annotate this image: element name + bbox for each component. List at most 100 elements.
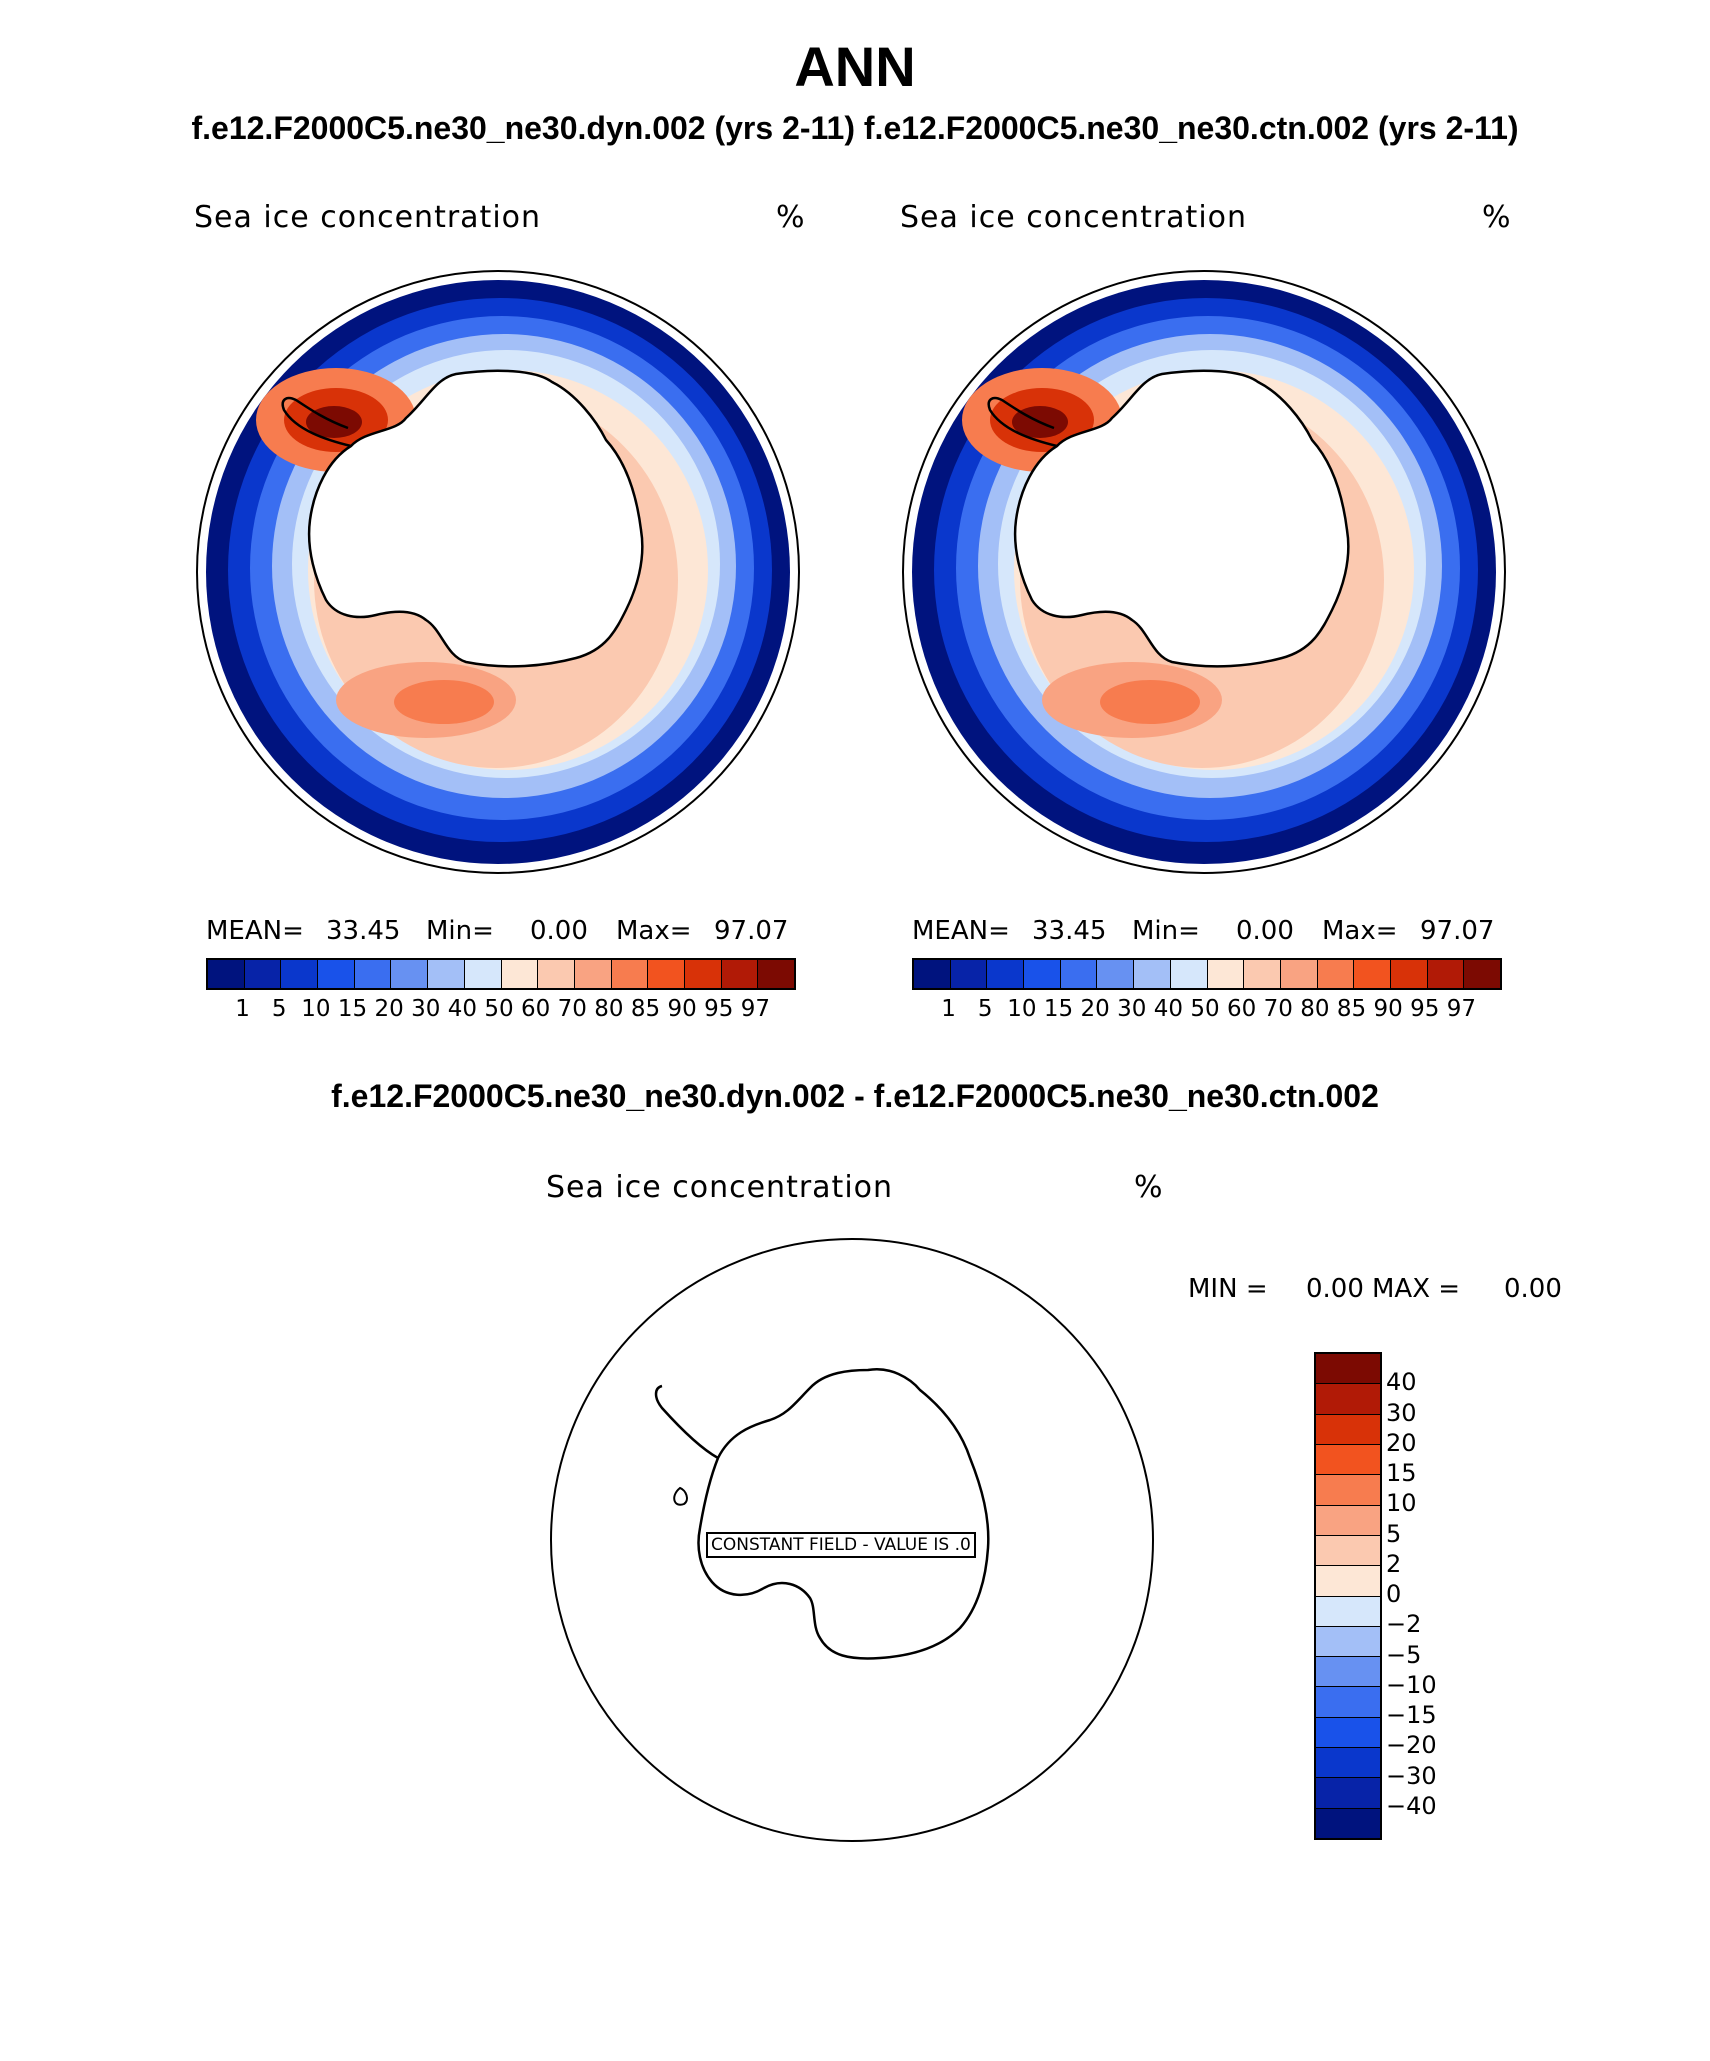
colorbar-tick-label: 20	[1080, 996, 1110, 1022]
diff-colorbar-swatch	[1316, 1535, 1380, 1567]
colorbar-swatch	[1244, 960, 1281, 988]
diff-colorbar-tick-label: 40	[1386, 1368, 1417, 1397]
panel1-peninsula	[281, 396, 352, 448]
colorbar-tick-label: 40	[1153, 996, 1184, 1022]
panel2-units-label: %	[1482, 200, 1512, 235]
panel1-map-boundary	[196, 270, 800, 874]
colorbar-tick-label: 85	[630, 996, 661, 1022]
colorbar-swatch	[244, 960, 282, 988]
panel2-min-label: Min=	[1132, 916, 1200, 946]
panel2-mean-value: 33.45	[1032, 916, 1107, 946]
panel1-units-label: %	[776, 200, 806, 235]
diff-max-label: MAX =	[1372, 1274, 1461, 1304]
panel2-max-label: Max=	[1322, 916, 1398, 946]
colorbar-swatch	[1280, 960, 1318, 988]
figure-subtitle: f.e12.F2000C5.ne30_ne30.dyn.002 (yrs 2-1…	[191, 110, 1519, 146]
panel2-colorbar	[912, 958, 1502, 990]
colorbar-swatch	[1170, 960, 1208, 988]
diff-units-label: %	[1134, 1170, 1164, 1205]
diff-colorbar-swatch	[1316, 1808, 1380, 1838]
colorbar-swatch	[611, 960, 649, 988]
colorbar-swatch	[1354, 960, 1391, 988]
colorbar-swatch	[1464, 960, 1500, 988]
colorbar-swatch	[758, 960, 794, 988]
panel1-min-value: 0.00	[530, 916, 588, 946]
panel1-min-label: Min=	[426, 916, 494, 946]
colorbar-swatch	[354, 960, 392, 988]
colorbar-tick-label: 97	[740, 996, 771, 1022]
colorbar-tick-label: 10	[1007, 996, 1037, 1022]
diff-colorbar-swatch	[1316, 1748, 1380, 1779]
colorbar-tick-label: 60	[520, 996, 551, 1022]
colorbar-tick-label: 70	[1263, 996, 1293, 1022]
diff-colorbar-tick-label: 5	[1386, 1519, 1402, 1548]
colorbar-tick-label: 80	[594, 996, 624, 1022]
diff-min-label: MIN =	[1188, 1274, 1268, 1304]
colorbar-swatch	[208, 960, 245, 988]
diff-colorbar-tick-label: 30	[1386, 1398, 1417, 1427]
diff-colorbar-swatch	[1316, 1414, 1380, 1445]
panel2-map	[902, 270, 1506, 874]
colorbar-tick-label: 1	[941, 996, 956, 1022]
diff-colorbar-tick-label: −15	[1386, 1701, 1437, 1729]
colorbar-tick-label: 50	[484, 996, 514, 1022]
diff-colorbar-swatch	[1316, 1505, 1380, 1536]
colorbar-swatch	[950, 960, 988, 988]
colorbar-swatch	[1024, 960, 1061, 988]
colorbar-tick-label: 60	[1226, 996, 1257, 1022]
difference-title: f.e12.F2000C5.ne30_ne30.dyn.002 - f.e12.…	[331, 1078, 1379, 1114]
colorbar-swatch	[318, 960, 355, 988]
colorbar-swatch	[648, 960, 685, 988]
diff-antarctica	[697, 1367, 990, 1660]
diff-colorbar-tick-label: 10	[1386, 1489, 1417, 1518]
colorbar-swatch	[684, 960, 722, 988]
diff-colorbar-tick-label: 2	[1386, 1549, 1402, 1578]
panel1-mean-value: 33.45	[326, 916, 401, 946]
colorbar-swatch	[501, 960, 539, 988]
colorbar-tick-label: 97	[1446, 996, 1477, 1022]
colorbar-swatch	[391, 960, 429, 988]
colorbar-tick-label: 90	[667, 996, 697, 1022]
colorbar-swatch	[1060, 960, 1098, 988]
panel1-map	[196, 270, 800, 874]
colorbar-tick-label: 50	[1190, 996, 1220, 1022]
colorbar-swatch	[721, 960, 759, 988]
diff-colorbar-swatch	[1316, 1596, 1380, 1627]
diff-coast-detail	[673, 1486, 688, 1506]
colorbar-tick-label: 30	[1117, 996, 1147, 1022]
diff-colorbar-swatch	[1316, 1354, 1380, 1385]
colorbar-tick-label: 80	[1300, 996, 1330, 1022]
colorbar-tick-label: 1	[235, 996, 250, 1022]
colorbar-swatch	[538, 960, 575, 988]
panel2-ross-max	[1100, 680, 1200, 724]
colorbar-swatch	[1097, 960, 1135, 988]
colorbar-swatch	[1390, 960, 1428, 988]
panel1-max-label: Max=	[616, 916, 692, 946]
diff-colorbar-swatch	[1316, 1566, 1380, 1597]
colorbar-swatch	[281, 960, 319, 988]
diff-colorbar-tick-label: −2	[1386, 1610, 1422, 1639]
colorbar-tick-label: 20	[374, 996, 404, 1022]
panel1-variable-label: Sea ice concentration	[194, 200, 542, 235]
colorbar-swatch	[428, 960, 465, 988]
panel2-map-boundary	[902, 270, 1506, 874]
colorbar-tick-label: 15	[337, 996, 368, 1022]
panel1-colorbar	[206, 958, 796, 990]
panel2-min-value: 0.00	[1236, 916, 1294, 946]
panel2-variable-label: Sea ice concentration	[900, 200, 1248, 235]
colorbar-swatch	[1427, 960, 1465, 988]
diff-colorbar-swatch	[1316, 1626, 1380, 1658]
colorbar-tick-label: 15	[1043, 996, 1074, 1022]
colorbar-swatch	[1134, 960, 1171, 988]
colorbar-tick-label: 70	[557, 996, 587, 1022]
colorbar-swatch	[574, 960, 612, 988]
panel1-mean-label: MEAN=	[206, 916, 304, 946]
diff-colorbar-tick-label: 0	[1386, 1580, 1402, 1608]
colorbar-swatch	[1317, 960, 1355, 988]
diff-colorbar-swatch	[1316, 1384, 1380, 1415]
diff-colorbar-tick-label: −20	[1386, 1731, 1437, 1760]
colorbar-tick-label: 85	[1336, 996, 1367, 1022]
diff-peninsula	[654, 1384, 719, 1460]
diff-colorbar-tick-label: 20	[1386, 1428, 1417, 1457]
diff-colorbar-tick-label: −5	[1386, 1640, 1422, 1669]
